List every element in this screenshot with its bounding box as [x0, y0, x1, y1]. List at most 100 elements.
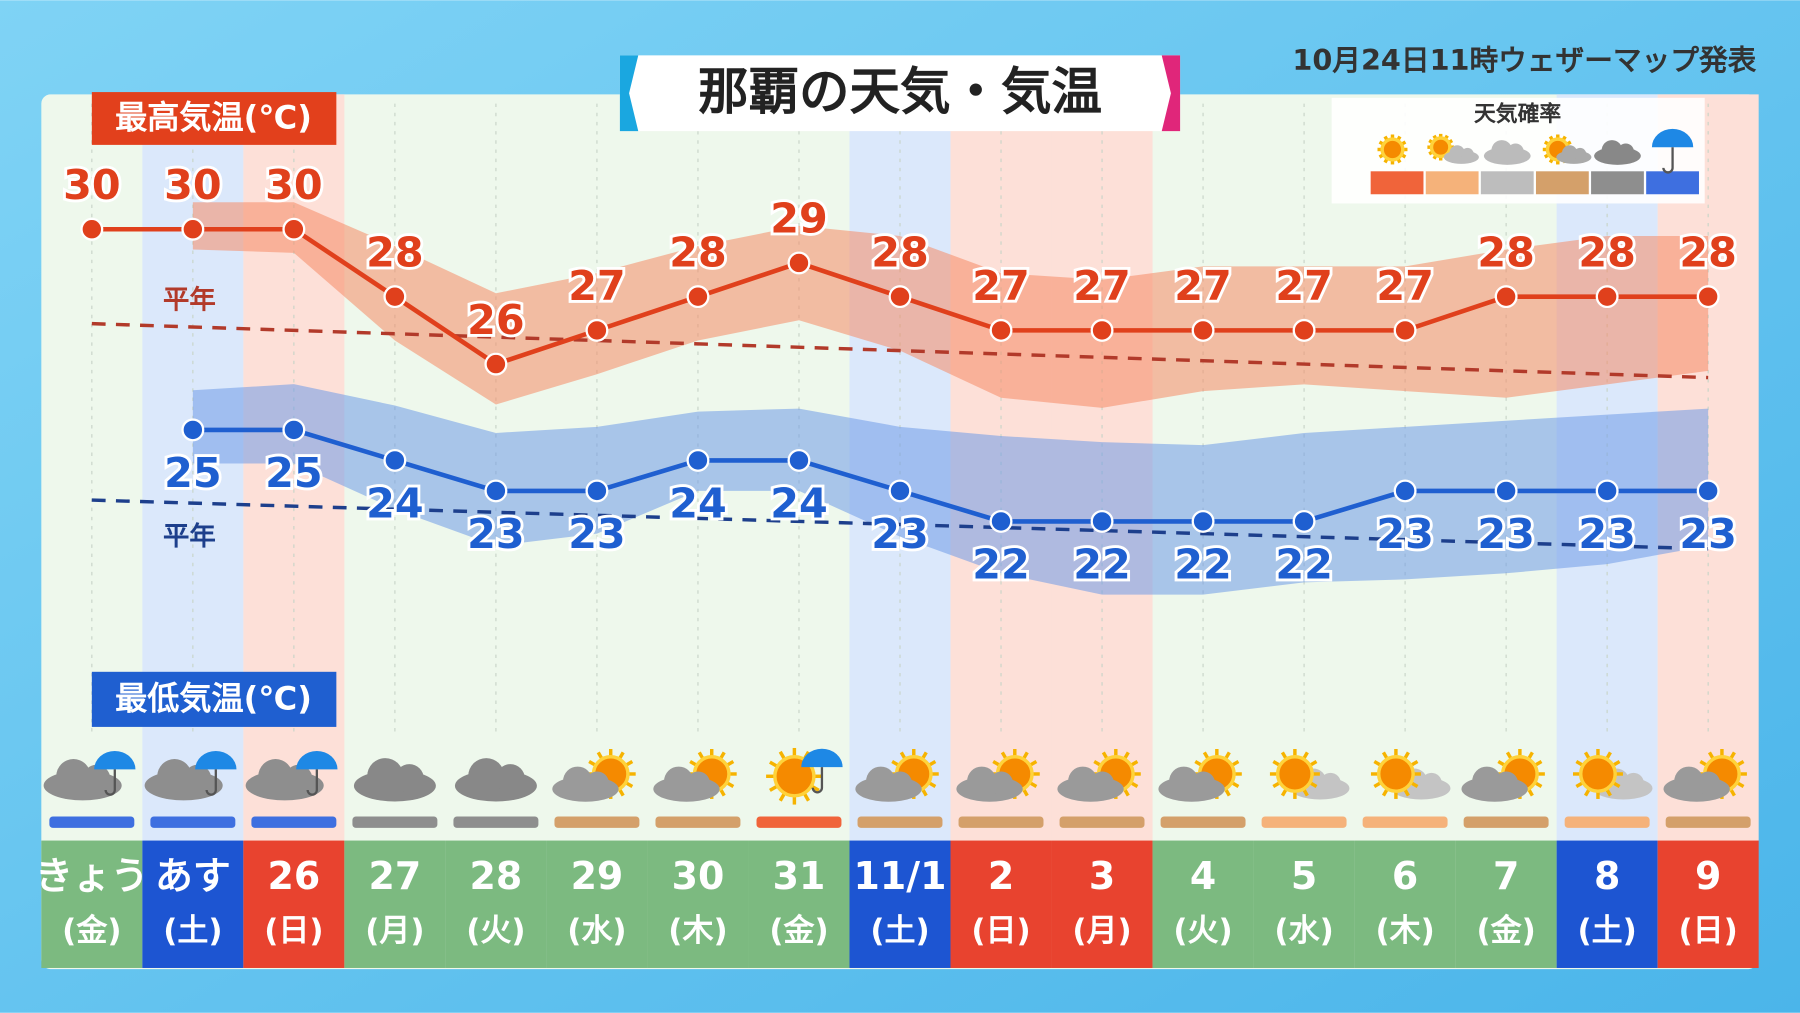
probability-strip [554, 816, 640, 828]
point [1595, 479, 1619, 503]
cloud [585, 771, 609, 795]
weekday-label: (火) [1173, 913, 1232, 949]
umbrella [195, 751, 237, 770]
probability-strip [1463, 816, 1549, 828]
series-line [192, 427, 1709, 524]
probability-strip [1160, 816, 1246, 828]
umbrella-handle [205, 769, 217, 796]
probability-strip [1665, 816, 1751, 828]
day-label: 31 [773, 854, 826, 898]
point [888, 285, 912, 309]
day-label: 2 [988, 854, 1014, 898]
day-label: 27 [369, 854, 422, 898]
day-label: 26 [268, 854, 321, 898]
cloud [284, 764, 313, 793]
cloud [1068, 766, 1098, 796]
point [787, 251, 811, 275]
sun [1275, 755, 1314, 793]
cloud [367, 758, 404, 795]
normal-line [91, 498, 1709, 551]
day-label: 11/1 [854, 854, 947, 898]
label-box [91, 671, 337, 727]
normal-label: 平年 [163, 521, 216, 552]
value-label: 27 [568, 262, 626, 310]
legend-swatch [1591, 171, 1644, 195]
umbrella [94, 751, 136, 770]
point [585, 318, 609, 342]
sun [1429, 136, 1452, 159]
value-label: 24 [366, 479, 424, 527]
weekday-label: (木) [668, 913, 727, 949]
value-label: 24 [770, 479, 827, 527]
title-box [619, 55, 1181, 132]
day-cell [1455, 840, 1557, 968]
probability-strip [352, 816, 438, 828]
day-cell [1152, 840, 1254, 968]
value-label: 25 [265, 449, 323, 497]
umbrella [1651, 128, 1694, 148]
point [1696, 285, 1720, 309]
probability-strip [150, 816, 236, 828]
point [484, 352, 508, 376]
cloud [1169, 766, 1199, 796]
value-label: 28 [1679, 228, 1736, 276]
day-label: 9 [1695, 854, 1721, 898]
cloud [989, 771, 1013, 795]
value-label: 22 [1073, 540, 1131, 588]
cloud [888, 771, 912, 795]
point [80, 217, 104, 241]
value-label: 25 [164, 449, 222, 497]
weekday-label: (金) [769, 913, 828, 949]
weekday-label: (土) [163, 913, 222, 949]
legend-swatch [1480, 171, 1534, 195]
day-cell [546, 840, 648, 968]
day-cell [647, 840, 749, 968]
label-box [91, 92, 337, 145]
value-label: 23 [1679, 510, 1736, 558]
point [989, 509, 1013, 533]
point [585, 479, 609, 503]
day-cell [344, 840, 446, 968]
weekday-label: (土) [870, 913, 929, 949]
value-label: 29 [770, 195, 827, 243]
value-label: 22 [1174, 540, 1231, 588]
legend-label: 最低気温(℃) [115, 680, 312, 718]
value-label: 30 [63, 161, 120, 209]
probability-strip [1362, 816, 1448, 828]
weekday-label: (木) [1375, 913, 1434, 949]
point [1494, 479, 1518, 503]
day-label: 30 [672, 854, 725, 898]
point [1696, 479, 1720, 503]
cloud [1494, 771, 1519, 795]
day-cell [1556, 840, 1658, 968]
day-label: 6 [1392, 854, 1418, 898]
cloud [258, 759, 293, 794]
weekday-label: (日) [1679, 913, 1738, 949]
day-cell [748, 840, 850, 968]
title-edge [1161, 55, 1181, 132]
cloud [1421, 772, 1442, 794]
day-label: 4 [1190, 854, 1216, 898]
range-band [192, 202, 1709, 408]
sun [1376, 755, 1415, 793]
cloud [967, 766, 997, 796]
day-label: 7 [1493, 854, 1519, 898]
value-label: 27 [1073, 262, 1131, 310]
point [686, 285, 710, 309]
umbrella-handle [811, 767, 824, 794]
umbrella-handle [306, 769, 318, 796]
value-label: 26 [467, 296, 525, 344]
cloud [1472, 766, 1502, 796]
value-label: 23 [568, 510, 626, 558]
weekday-label: (水) [567, 913, 626, 949]
probability-strip [655, 816, 741, 828]
value-label: 22 [972, 540, 1030, 588]
day-label: きょう [35, 854, 149, 898]
day-label: 5 [1291, 854, 1317, 898]
cloud [1461, 147, 1474, 161]
day-label: 3 [1089, 854, 1115, 898]
value-label: 27 [1174, 262, 1231, 310]
value-label: 23 [467, 510, 525, 558]
legend-swatch [1370, 171, 1424, 195]
